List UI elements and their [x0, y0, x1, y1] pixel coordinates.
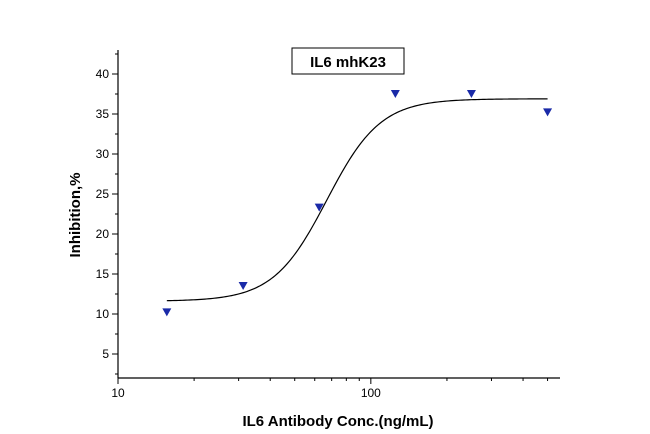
y-tick-label: 30 [96, 147, 110, 161]
y-tick-label: 35 [96, 107, 110, 121]
x-tick-label: 10 [111, 386, 125, 400]
data-point [162, 308, 172, 317]
y-tick-label: 15 [96, 267, 110, 281]
chart-title-box [291, 47, 405, 75]
data-point [238, 282, 248, 290]
data-point [543, 108, 553, 117]
data-point [314, 203, 324, 212]
fit-curve-group [166, 98, 548, 302]
data-point [390, 90, 400, 98]
chart-title: IL6 mhK23 [310, 54, 386, 71]
data-points [162, 90, 553, 317]
axes: 5 10 15 20 25 30 35 40 10 100 [96, 50, 560, 400]
y-tick-label: 5 [102, 347, 109, 361]
y-axis-title: Inhibition,% [67, 173, 84, 258]
fit-curve [166, 98, 548, 302]
x-tick-label: 100 [361, 386, 381, 400]
y-tick-label: 40 [96, 67, 110, 81]
y-tick-label: 25 [96, 187, 110, 201]
x-axis-title: IL6 Antibody Conc.(ng/mL) [242, 413, 433, 430]
chart-title-group: IL6 mhK23 [291, 47, 405, 75]
data-point [466, 90, 476, 98]
y-tick-label: 10 [96, 307, 110, 321]
y-tick-label: 20 [96, 227, 110, 241]
